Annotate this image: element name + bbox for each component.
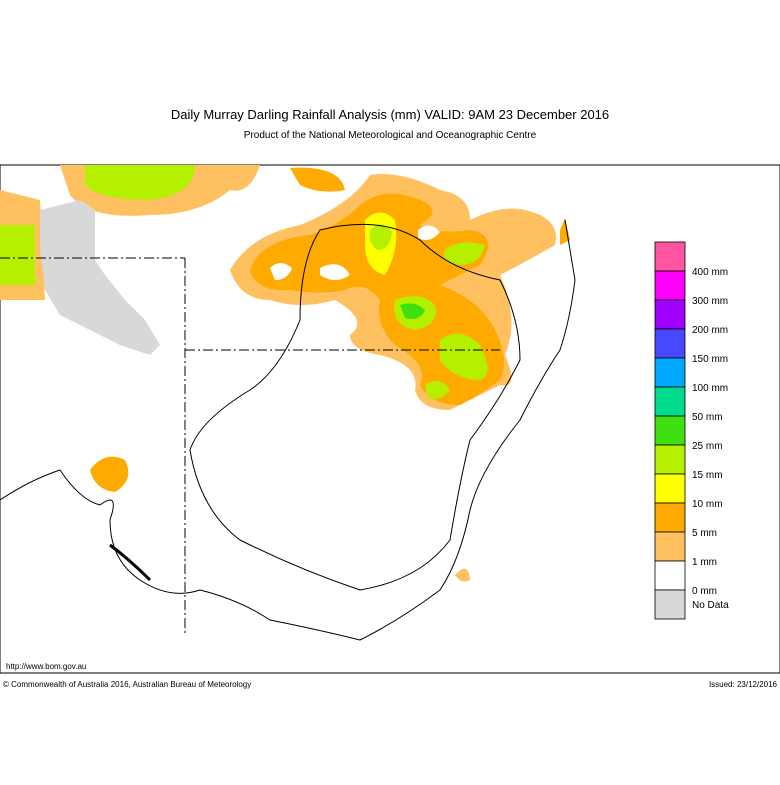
legend-swatch <box>654 270 686 301</box>
legend-swatch <box>654 299 686 330</box>
issued: Issued: 23/12/2016 <box>709 680 778 689</box>
legend-label: 10 mm <box>692 499 723 510</box>
legend-label: 400 mm <box>692 267 728 278</box>
legend-swatch <box>654 473 686 504</box>
subtitle: Product of the National Meteorological a… <box>244 130 537 141</box>
title: Daily Murray Darling Rainfall Analysis (… <box>171 107 609 122</box>
legend-label: 150 mm <box>692 354 728 365</box>
map <box>0 164 780 674</box>
url: http://www.bom.gov.au <box>6 662 86 671</box>
legend: 400 mm 300 mm 200 mm 150 mm 100 mm 50 mm 25 mm… <box>654 241 729 620</box>
legend-label: 25 mm <box>692 441 723 452</box>
legend-swatch <box>654 531 686 562</box>
legend-swatch <box>654 415 686 446</box>
legend-swatch <box>654 357 686 388</box>
legend-swatch <box>654 328 686 359</box>
legend-label: No Data <box>692 600 729 611</box>
legend-label: 0 mm <box>692 586 717 597</box>
legend-swatch <box>654 444 686 475</box>
legend-label: 1 mm <box>692 557 717 568</box>
legend-label: 5 mm <box>692 528 717 539</box>
legend-label: 200 mm <box>692 325 728 336</box>
legend-label: 300 mm <box>692 296 728 307</box>
legend-swatch <box>654 386 686 417</box>
copyright: © Commonwealth of Australia 2016, Austra… <box>3 680 251 689</box>
legend-label: 100 mm <box>692 383 728 394</box>
legend-swatch <box>654 502 686 533</box>
legend-swatch <box>654 241 686 272</box>
legend-label: 50 mm <box>692 412 723 423</box>
legend-swatch <box>654 589 686 620</box>
legend-label: 15 mm <box>692 470 723 481</box>
legend-swatch <box>654 560 686 591</box>
